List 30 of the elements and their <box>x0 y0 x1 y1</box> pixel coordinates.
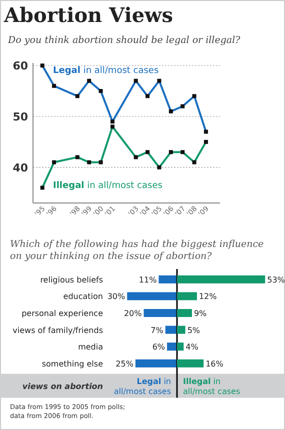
data-label: 53% <box>267 275 285 284</box>
y-tick-label: 60 <box>12 60 28 73</box>
series-label: Illegal in all/most cases <box>183 376 240 396</box>
data-label: 11% <box>138 275 158 284</box>
series-label: Legal in all/most cases <box>114 376 171 396</box>
y-tick-label: media <box>78 342 104 352</box>
data-label: 30% <box>107 292 126 302</box>
y-tick-label: 50 <box>12 110 28 124</box>
y-tick-label: personal experience <box>22 309 104 318</box>
y-tick-label: views of family/friends <box>12 326 103 335</box>
data-label: 6% <box>152 342 166 352</box>
series-label: Legal in all/most cases <box>53 66 159 76</box>
y-tick-label: education <box>63 292 103 302</box>
data-label: 25% <box>116 359 134 368</box>
series-label: Illegal in all/most cases <box>53 181 163 191</box>
data-label: 7% <box>150 326 164 335</box>
y-tick-label: 40 <box>12 161 28 174</box>
data-label: 5% <box>187 326 200 335</box>
data-label: 20% <box>124 309 142 318</box>
bar <box>158 275 177 284</box>
y-tick-label: religious beliefs <box>40 275 103 284</box>
data-label: 16% <box>206 359 224 368</box>
chart-title: Which of the following has had the biggest influence on your thinking on the issue of abortion? <box>10 239 264 262</box>
data-label: 4% <box>186 342 199 352</box>
chart-title: Abortion Views <box>3 3 174 27</box>
chart-subtitle: Do you think abortion should be legal or illegal? <box>7 35 242 46</box>
data-label: 9% <box>194 309 208 318</box>
legend-title: views on abortion <box>22 382 104 391</box>
y-tick-label: something else <box>42 359 104 368</box>
data-label: 12% <box>198 292 218 302</box>
